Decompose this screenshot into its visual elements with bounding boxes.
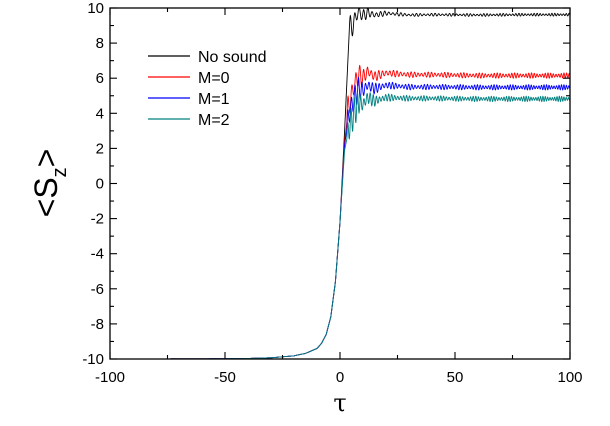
legend-label: M=1	[198, 91, 230, 108]
y-title-symbol: S	[28, 177, 64, 198]
y-tick-label: -6	[91, 281, 104, 298]
y-tick-label: 6	[96, 70, 104, 87]
plot-area	[110, 8, 570, 359]
y-title-subscript: z	[49, 167, 71, 177]
x-tick-label: 50	[447, 369, 464, 386]
y-tick-label: 0	[96, 176, 104, 193]
y-title-open: <	[28, 199, 64, 218]
y-tick-label: 10	[87, 0, 104, 17]
x-axis: -100 -50 0 50 100	[95, 8, 583, 386]
series-line-3	[110, 92, 571, 360]
y-title-close: >	[28, 149, 64, 168]
y-tick-label: 4	[96, 105, 104, 122]
x-tick-label: 100	[557, 369, 582, 386]
x-tick-label: 0	[336, 369, 344, 386]
svg-text:<Sz>: <Sz>	[28, 149, 71, 218]
y-tick-label: -8	[91, 316, 104, 333]
series-layer	[110, 7, 571, 360]
series-line-0	[110, 7, 571, 360]
y-tick-label: -2	[91, 211, 104, 228]
y-tick-label: 2	[96, 140, 104, 157]
series-line-1	[110, 64, 571, 360]
y-axis: -10 -8 -6 -4 -2 0 2 4 6 8 10	[82, 0, 570, 368]
series-line-2	[110, 76, 571, 360]
x-tick-label: -100	[95, 369, 125, 386]
legend-label: No sound	[198, 49, 267, 66]
y-tick-label: -4	[91, 246, 104, 263]
x-tick-label: -50	[214, 369, 236, 386]
y-tick-label: -10	[82, 351, 104, 368]
legend-label: M=0	[198, 70, 230, 87]
y-axis-title: <Sz>	[28, 149, 71, 218]
legend: No sound M=0 M=1 M=2	[148, 49, 267, 129]
y-tick-label: 8	[96, 35, 104, 52]
legend-label: M=2	[198, 112, 230, 129]
x-axis-title: τ	[333, 389, 346, 417]
